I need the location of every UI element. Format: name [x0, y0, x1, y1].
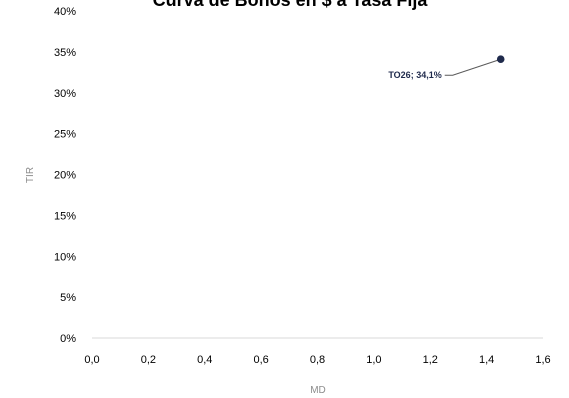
- y-tick-label: 5%: [60, 292, 76, 304]
- x-tick-label: 1,4: [479, 354, 494, 366]
- data-points: TO26; 34,1%: [388, 55, 505, 80]
- data-point: [496, 55, 505, 64]
- x-tick-label: 1,6: [535, 354, 550, 366]
- data-label-leader-line: [444, 58, 501, 76]
- x-tick-label: 0,6: [253, 354, 268, 366]
- y-tick-label: 40%: [54, 6, 76, 18]
- y-tick-label: 10%: [54, 251, 76, 263]
- x-tick-label: 0,2: [141, 354, 156, 366]
- x-axis-ticks: 0,0 0,2 0,4 0,6 0,8 1,0 1,2 1,4 1,6: [84, 354, 550, 366]
- y-tick-label: 30%: [54, 88, 76, 100]
- data-label: TO26; 34,1%: [388, 70, 441, 80]
- x-tick-label: 0,8: [310, 354, 325, 366]
- y-tick-label: 20%: [54, 170, 76, 182]
- y-tick-label: 35%: [54, 47, 76, 59]
- y-axis-title: TIR: [25, 167, 36, 183]
- x-tick-label: 0,4: [197, 354, 212, 366]
- y-tick-label: 25%: [54, 129, 76, 141]
- x-axis-title: MD: [310, 385, 326, 396]
- chart-title: Curva de Bonos en $ a Tasa Fija: [153, 0, 429, 10]
- x-tick-label: 0,0: [84, 354, 99, 366]
- x-tick-label: 1,0: [366, 354, 381, 366]
- x-tick-label: 1,2: [423, 354, 438, 366]
- y-axis-ticks: 0% 5% 10% 15% 20% 25% 30% 35% 40%: [54, 6, 76, 345]
- y-tick-label: 15%: [54, 210, 76, 222]
- y-tick-label: 0%: [60, 333, 76, 345]
